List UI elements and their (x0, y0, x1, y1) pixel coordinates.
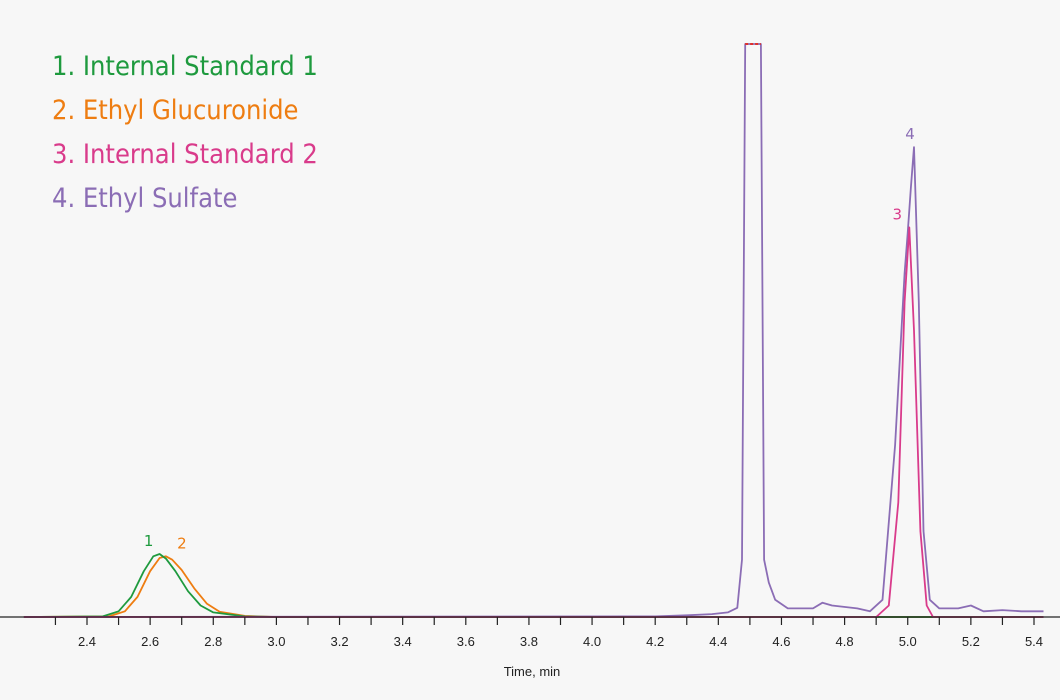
x-tick-label: 5.4 (1025, 634, 1043, 649)
peak-label-3: 3 (893, 205, 903, 223)
series-line-4 (23, 43, 1044, 618)
x-tick-label: 3.2 (330, 634, 348, 649)
x-tick-label: 3.8 (520, 634, 538, 649)
x-axis-title: Time, min (504, 664, 561, 679)
x-tick-label: 4.2 (646, 634, 664, 649)
x-tick-label: 5.2 (962, 634, 980, 649)
legend-item-4: 4. Ethyl Sulfate (52, 183, 237, 214)
legend-item-1: 1. Internal Standard 1 (52, 51, 318, 82)
plot-lines (23, 43, 1044, 618)
peak-label-1: 1 (144, 532, 154, 550)
x-tick-label: 4.4 (709, 634, 727, 649)
peak-label-4: 4 (905, 125, 915, 143)
series-line-1 (23, 553, 1044, 618)
x-tick-label: 3.0 (267, 634, 285, 649)
series-line-3 (23, 226, 1044, 618)
x-tick-label: 3.4 (394, 634, 412, 649)
legend-item-3: 3. Internal Standard 2 (52, 139, 318, 170)
legend: 1. Internal Standard 1 2. Ethyl Glucuroni… (52, 51, 318, 214)
x-tick-label: 2.4 (78, 634, 96, 649)
x-tick-label: 4.8 (836, 634, 854, 649)
x-tick-label: 2.8 (204, 634, 222, 649)
peak-label-2: 2 (177, 534, 187, 552)
x-tick-label: 3.6 (457, 634, 475, 649)
x-tick-label: 2.6 (141, 634, 159, 649)
legend-item-2: 2. Ethyl Glucuronide (52, 95, 298, 126)
x-tick-label: 5.0 (899, 634, 917, 649)
x-axis: 2.4 2.6 2.8 3.0 3.2 3.4 3.6 3.8 4.0 4.2 4.4 4.6 4.8 5… (0, 616, 1060, 649)
x-tick-label: 4.6 (772, 634, 790, 649)
peak-labels: 1 2 3 4 (144, 125, 915, 552)
x-tick-label: 4.0 (583, 634, 601, 649)
